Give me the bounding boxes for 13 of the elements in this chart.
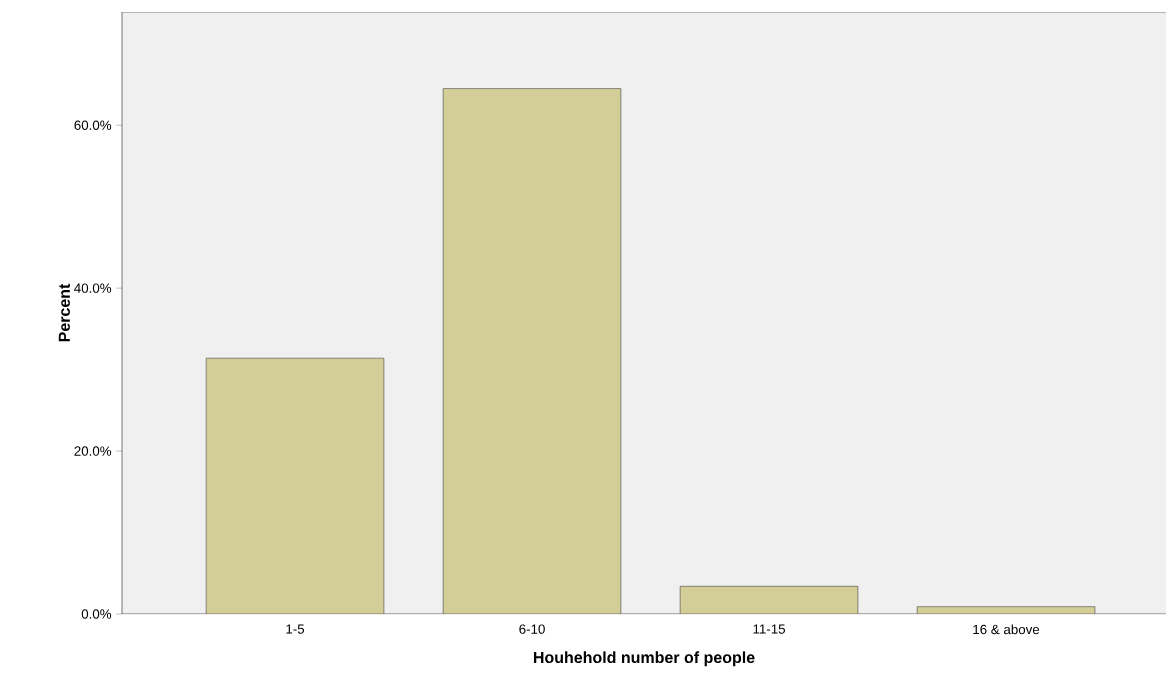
y-tick-label: 60.0% (74, 120, 112, 130)
bar (679, 586, 859, 614)
x-tick-label: 11-15 (753, 624, 786, 634)
bar (205, 357, 385, 614)
y-tick-label: 20.0% (74, 446, 112, 456)
y-tick-label: 40.0% (74, 283, 112, 293)
x-tick-label: 1-5 (286, 624, 305, 634)
x-tick-label: 16 & above (973, 624, 1040, 635)
y-axis-title: Percent (58, 283, 70, 342)
x-axis-title: Houhehold number of people (533, 651, 755, 667)
y-tick-label: 0.0% (81, 609, 112, 619)
bar (442, 88, 622, 614)
x-tick-label: 6-10 (519, 624, 545, 634)
